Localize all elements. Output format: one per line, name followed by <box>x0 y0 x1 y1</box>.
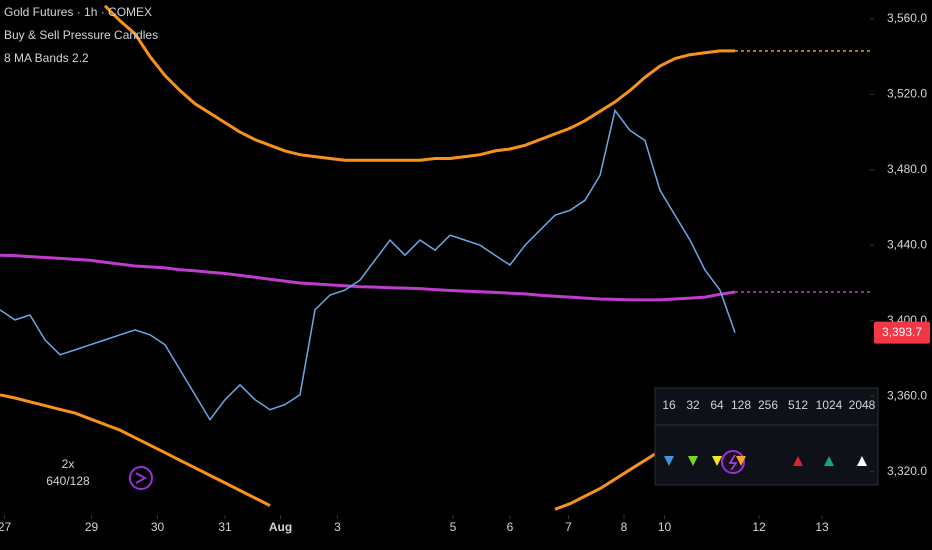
signal-triangle <box>712 456 722 466</box>
y-tick-label: 3,480.0 <box>887 162 927 176</box>
x-tick-label: 3 <box>334 520 341 534</box>
signal-triangle <box>688 456 698 466</box>
signal-triangle <box>736 456 746 466</box>
ma-length: 128 <box>731 398 751 412</box>
series-line <box>0 108 736 422</box>
indicator-name: 8 MA Bands 2.2 <box>4 51 89 65</box>
x-tick-label: 8 <box>621 520 628 534</box>
event-icon-glyph <box>135 472 148 484</box>
ratio: 640/128 <box>46 474 90 488</box>
x-tick-label: Aug <box>269 520 292 534</box>
y-tick-label: 3,440.0 <box>887 237 927 251</box>
ma-length: 512 <box>788 398 808 412</box>
ma-length: 32 <box>686 398 700 412</box>
signal-triangle <box>824 456 834 466</box>
event-icon-glyph <box>728 454 738 471</box>
ma-length: 16 <box>662 398 676 412</box>
event-icon[interactable] <box>129 466 153 490</box>
signal-triangle <box>857 456 867 466</box>
y-tick-label: 3,320.0 <box>887 464 927 478</box>
ma-length: 1024 <box>816 398 843 412</box>
multiplier: 2x <box>62 457 75 471</box>
indicator-name: Buy & Sell Pressure Candles <box>4 28 158 42</box>
signal-triangle <box>793 456 803 466</box>
x-tick-label: 27 <box>0 520 11 534</box>
y-tick-label: 3,560.0 <box>887 11 927 25</box>
series-line <box>103 4 735 162</box>
x-tick-label: 31 <box>218 520 232 534</box>
ma-table <box>654 387 879 486</box>
y-tick-label: 3,360.0 <box>887 388 927 402</box>
price-tag-label: 3,393.7 <box>882 325 922 339</box>
price-tag <box>874 321 930 344</box>
symbol-title: Gold Futures · 1h · COMEX <box>4 5 152 19</box>
signal-triangle <box>664 456 674 466</box>
x-tick-label: 10 <box>658 520 672 534</box>
x-tick-label: 6 <box>507 520 514 534</box>
ma-length: 2048 <box>849 398 876 412</box>
x-tick-label: 13 <box>815 520 829 534</box>
x-tick-label: 12 <box>752 520 766 534</box>
y-tick-label: 3,520.0 <box>887 86 927 100</box>
series-line <box>0 253 736 302</box>
x-tick-label: 30 <box>151 520 165 534</box>
x-tick-label: 29 <box>85 520 99 534</box>
ma-length: 64 <box>710 398 724 412</box>
x-tick-label: 5 <box>450 520 457 534</box>
ma-length: 256 <box>758 398 778 412</box>
x-tick-label: 7 <box>565 520 572 534</box>
